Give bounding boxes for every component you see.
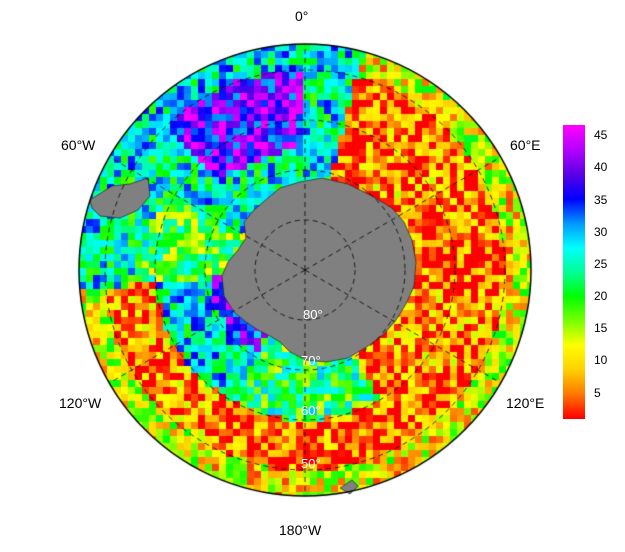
lon-label-120e: 120°E (506, 395, 545, 411)
lat-label-80: 80° (303, 307, 323, 322)
colorbar-tick: 20 (594, 289, 608, 303)
colorbar-tick: 40 (594, 160, 608, 174)
colorbar-tick: 30 (594, 225, 608, 239)
lat-label-70: 70° (301, 353, 321, 368)
lon-label-0: 0° (295, 8, 309, 24)
colorbar (563, 125, 585, 419)
colorbar-tick: 35 (594, 193, 608, 207)
lon-label-180: 180°W (279, 522, 322, 538)
lon-label-60e: 60°E (510, 137, 541, 153)
lat-label-50: 50° (301, 456, 321, 471)
colorbar-tick: 5 (594, 386, 601, 400)
colorbar-tick: 15 (594, 321, 608, 335)
lon-label-120w: 120°W (59, 395, 102, 411)
lon-label-60w: 60°W (61, 137, 96, 153)
colorbar-tick: 25 (594, 257, 608, 271)
colorbar-tick: 45 (594, 128, 608, 142)
colorbar-tick: 10 (594, 353, 608, 367)
lat-label-60: 60° (301, 403, 321, 418)
